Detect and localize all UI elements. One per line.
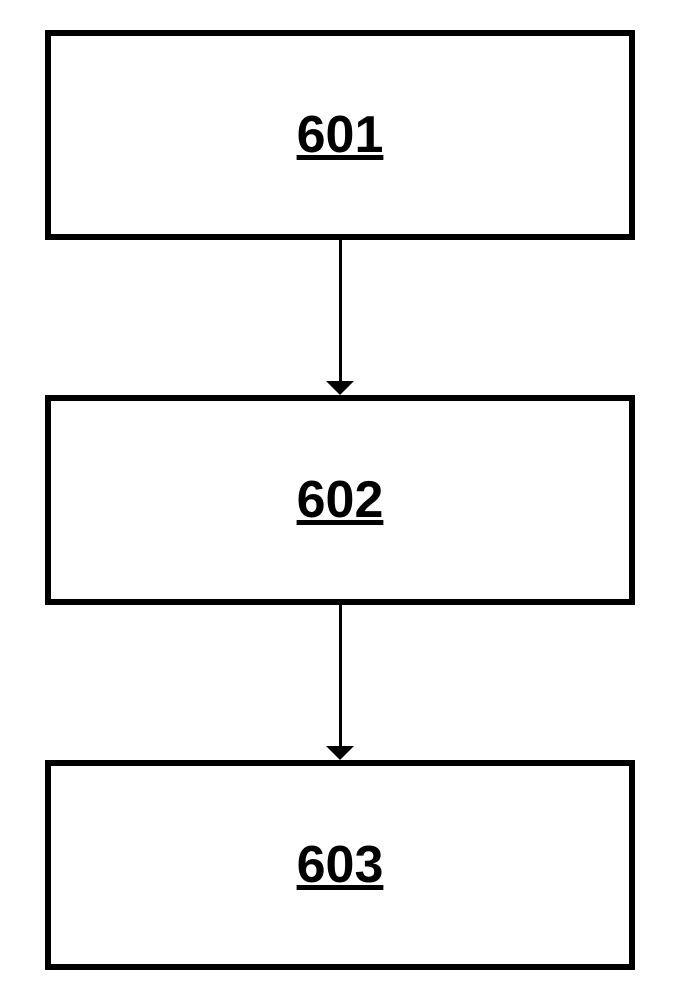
flowchart-edge <box>339 605 342 746</box>
flowchart-edge <box>339 240 342 381</box>
node-label: 603 <box>297 835 384 895</box>
flowchart-container: 601 602 603 <box>0 0 675 1000</box>
arrowhead-down-icon <box>326 381 354 398</box>
flowchart-node: 603 <box>45 760 635 970</box>
arrowhead-down-icon <box>326 746 354 763</box>
node-label: 602 <box>297 470 384 530</box>
flowchart-node: 602 <box>45 395 635 605</box>
node-label: 601 <box>297 105 384 165</box>
flowchart-node: 601 <box>45 30 635 240</box>
